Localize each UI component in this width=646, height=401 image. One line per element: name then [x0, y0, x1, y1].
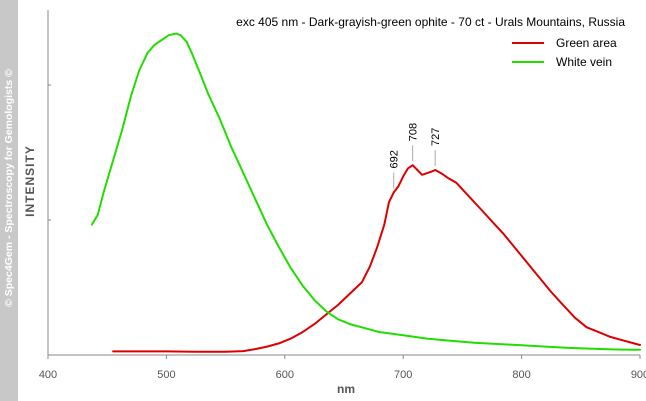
plot-area — [90, 32, 641, 353]
axes: 400 500 600 700 800 900 — [39, 10, 646, 381]
copyright-sidebar: © Spec4Gem - Spectroscopy for Gemologist… — [0, 0, 18, 401]
chart-title: exc 405 nm - Dark-grayish-green ophite -… — [236, 15, 625, 29]
legend-label: White vein — [556, 55, 612, 69]
peak-label: 727 — [430, 128, 442, 146]
series-line-green-area — [112, 164, 641, 353]
legend: Green area White vein — [512, 36, 617, 69]
x-tick-label: 800 — [512, 369, 530, 381]
x-tick-label: 400 — [39, 369, 57, 381]
x-tick-label: 500 — [157, 369, 175, 381]
series-line-white-vein — [90, 32, 641, 351]
x-tick-label: 900 — [631, 369, 646, 381]
x-tick-label: 600 — [276, 369, 294, 381]
x-axis-label: nm — [337, 382, 355, 396]
peak-annotations: 692 708 727 — [389, 123, 442, 189]
x-tick-label: 700 — [394, 369, 412, 381]
y-axis-label: INTENSITY — [23, 145, 37, 217]
peak-label: 692 — [389, 150, 401, 168]
legend-label: Green area — [556, 36, 617, 50]
peak-label: 708 — [408, 123, 420, 141]
